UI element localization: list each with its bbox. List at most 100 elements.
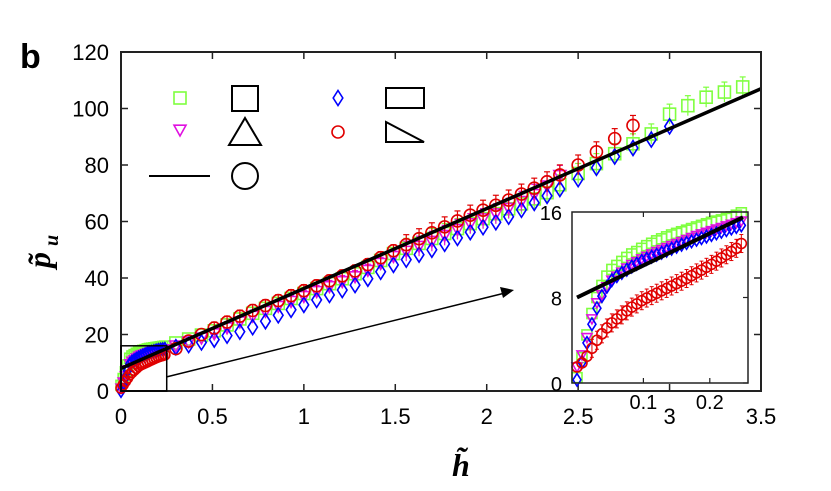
data-point xyxy=(387,255,400,274)
data-point xyxy=(298,295,310,314)
inset-data-point xyxy=(596,288,607,304)
x-tick-label: 3.5 xyxy=(746,404,777,429)
inset-data-point xyxy=(616,265,627,281)
x-axis-label: h̃ xyxy=(452,447,470,483)
legend-shape-right-triangle xyxy=(385,120,425,143)
legend-marker xyxy=(332,89,344,107)
y-tick-label: 80 xyxy=(85,153,109,178)
inset-y-tick-label: 0 xyxy=(551,374,562,396)
inset-data-point xyxy=(585,314,599,326)
legend-shape-triangle xyxy=(227,116,263,146)
x-tick-label: 2 xyxy=(481,404,493,429)
y-tick-label: 60 xyxy=(85,210,109,235)
data-point xyxy=(607,131,622,146)
data-point xyxy=(476,203,490,217)
y-tick-label: 120 xyxy=(72,40,109,65)
inset-data-point xyxy=(726,220,737,237)
data-point xyxy=(528,193,541,212)
legend-marker xyxy=(173,91,187,105)
legend-shape-square xyxy=(231,85,259,112)
inset-series-circle xyxy=(571,234,748,373)
data-point xyxy=(515,200,528,219)
data-point xyxy=(540,175,554,189)
inset-data-point xyxy=(591,300,602,316)
legend-entry xyxy=(331,120,425,143)
fit-line xyxy=(120,87,762,371)
zoom-arrow-line xyxy=(166,292,506,378)
data-point xyxy=(699,90,713,104)
x-tick-label: 3 xyxy=(663,404,675,429)
inset-y-tick-label: 16 xyxy=(540,203,562,225)
zoom-rect xyxy=(120,345,168,392)
y-tick-label: 100 xyxy=(72,97,109,122)
inset-data-point xyxy=(735,237,748,250)
data-point xyxy=(336,281,349,299)
legend-marker xyxy=(331,125,345,139)
legend-entry xyxy=(173,85,259,112)
data-point xyxy=(310,290,323,309)
data-point xyxy=(234,322,246,341)
data-point xyxy=(590,158,603,177)
data-point xyxy=(490,213,502,232)
legend-entry xyxy=(332,87,425,109)
legend-entry xyxy=(149,162,259,190)
inset-data-point xyxy=(580,332,594,345)
inset-data-point xyxy=(736,217,747,234)
inset-data-point xyxy=(621,261,632,278)
y-tick-label: 0 xyxy=(97,379,109,404)
data-point xyxy=(400,250,413,269)
data-point xyxy=(374,262,387,281)
data-point xyxy=(477,218,489,237)
data-point xyxy=(207,321,222,335)
data-point xyxy=(412,231,426,246)
data-point xyxy=(349,276,361,295)
x-tick-label: 1 xyxy=(298,404,310,429)
data-point xyxy=(233,309,247,323)
inset-data-point xyxy=(661,243,672,259)
data-point xyxy=(681,98,695,113)
inset-x-tick-label: 0.1 xyxy=(629,392,657,414)
data-point xyxy=(554,180,566,198)
data-point xyxy=(220,315,234,329)
legend-shape-rectangle xyxy=(385,87,425,109)
zoom-region-box xyxy=(120,287,514,392)
inset-data-point xyxy=(590,298,604,310)
data-point xyxy=(451,228,464,247)
inset-data-point xyxy=(656,245,667,261)
x-tick-label: 0 xyxy=(115,404,127,429)
inset-axes: 0.1 0.2 0 8 16 xyxy=(540,203,749,414)
legend-shape-circle xyxy=(231,162,259,190)
inset-data-point xyxy=(671,239,682,255)
data-point xyxy=(527,181,542,195)
panel-label: b xyxy=(20,38,41,76)
data-point xyxy=(589,145,604,159)
inset-data-point xyxy=(731,219,742,235)
x-tick-label: 1.5 xyxy=(380,404,411,429)
legend xyxy=(149,85,425,190)
data-point xyxy=(246,318,259,337)
zoom-arrow-head xyxy=(500,287,514,298)
inset-data-point xyxy=(676,236,687,253)
legend-marker xyxy=(172,124,188,138)
y-tick-label: 20 xyxy=(85,323,109,348)
inset-data-point xyxy=(572,372,582,388)
data-point xyxy=(572,170,584,189)
y-tick-label: 40 xyxy=(85,266,109,291)
data-point xyxy=(626,118,640,133)
inset-y-tick-label: 8 xyxy=(551,289,562,311)
data-point xyxy=(323,285,336,304)
data-point xyxy=(425,226,439,240)
data-point xyxy=(259,312,272,331)
series-diamond xyxy=(116,117,676,399)
data-point xyxy=(182,336,195,355)
data-point xyxy=(426,240,438,259)
data-point xyxy=(717,85,732,99)
data-point xyxy=(413,245,425,264)
data-point xyxy=(285,300,297,319)
data-point xyxy=(463,208,478,222)
inset-x-tick-label: 0.2 xyxy=(696,392,724,414)
data-point xyxy=(208,330,221,349)
y-axis-label-subscript: u xyxy=(41,235,63,246)
x-tick-label: 0.5 xyxy=(197,404,228,429)
